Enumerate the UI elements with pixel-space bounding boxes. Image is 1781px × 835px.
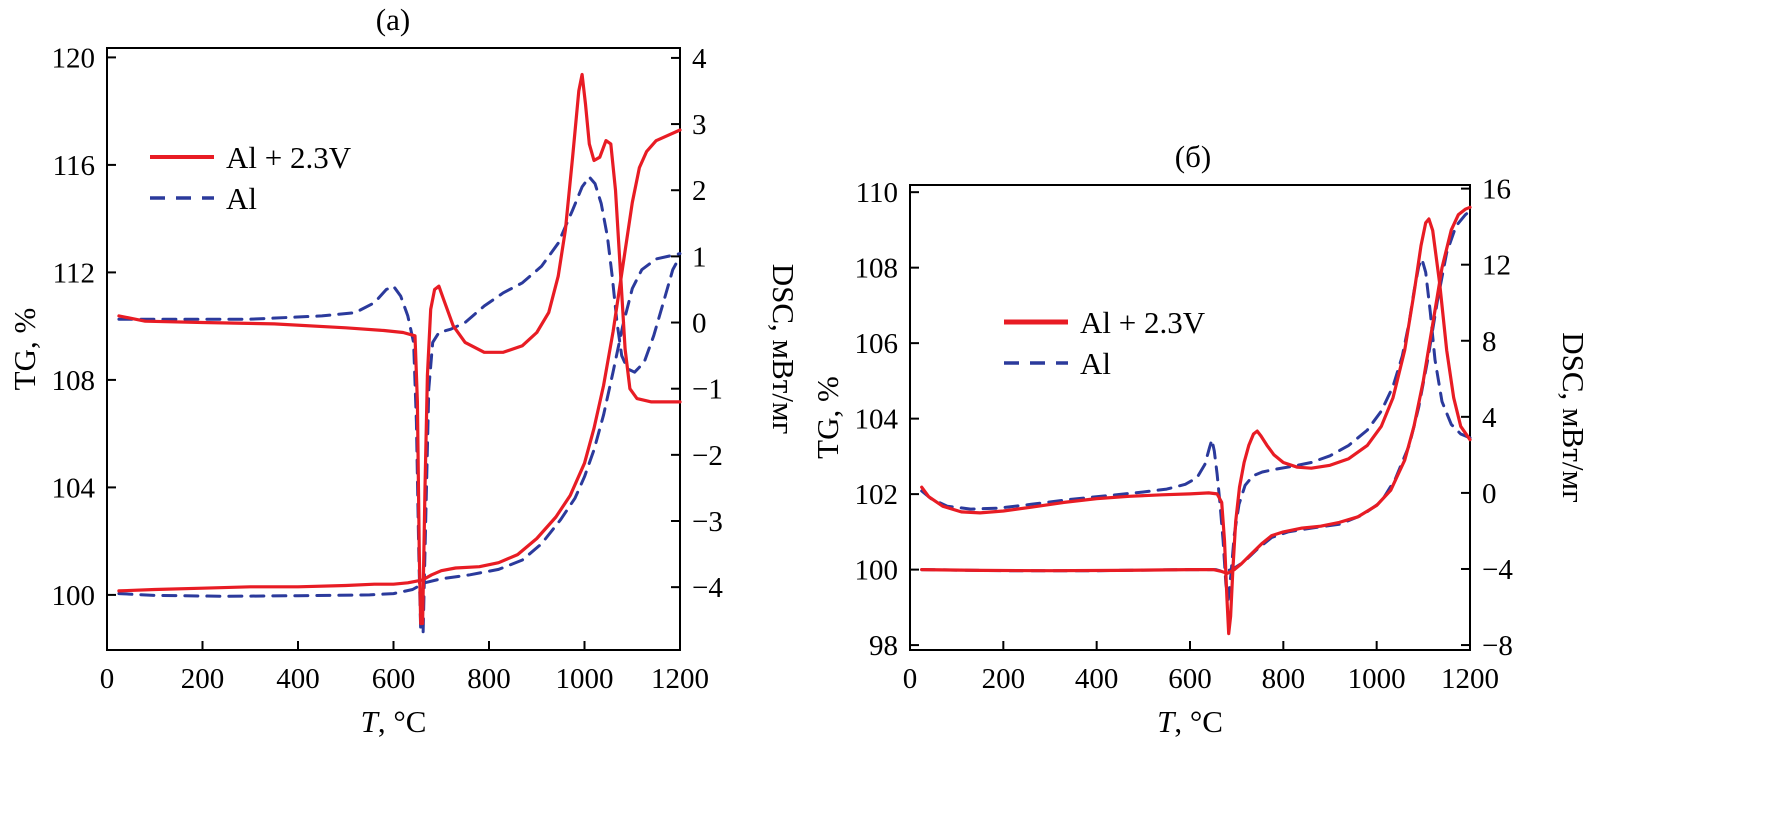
- legend-label-0: Al + 2.3V: [226, 140, 352, 175]
- x-tick-label: 800: [1262, 663, 1306, 695]
- legend-label-1: Al: [226, 181, 257, 216]
- y-right-tick-label: 4: [1482, 402, 1497, 434]
- series-al23v-dsc: [920, 217, 1472, 636]
- x-tick-label: 600: [372, 663, 416, 695]
- x-axis-label: T, °C: [1157, 704, 1223, 739]
- y-left-tick-label: 116: [53, 150, 95, 182]
- y-right-tick-label: 4: [692, 43, 707, 75]
- y-left-tick-label: 104: [855, 404, 899, 436]
- series-al-dsc: [117, 175, 682, 635]
- x-tick-label: 1200: [651, 663, 709, 695]
- y-right-tick-label: 0: [692, 308, 707, 340]
- series-al23v-dsc: [117, 72, 682, 626]
- x-tick-label: 0: [903, 663, 918, 695]
- y-left-axis-label: TG, %: [810, 376, 845, 459]
- y-right-tick-label: −3: [692, 506, 723, 538]
- y-left-tick-label: 104: [52, 472, 96, 504]
- panel-title: (б): [1175, 139, 1211, 174]
- y-left-tick-label: 100: [52, 580, 96, 612]
- y-left-tick-label: 108: [52, 365, 96, 397]
- x-tick-label: 400: [276, 663, 320, 695]
- y-right-tick-label: −8: [1482, 630, 1513, 662]
- x-tick-label: 1000: [1348, 663, 1406, 695]
- legend-label-0: Al + 2.3V: [1080, 305, 1206, 340]
- series-al23v-tg: [117, 128, 682, 593]
- y-right-tick-label: −2: [692, 440, 723, 472]
- y-right-tick-label: 1: [692, 241, 707, 273]
- y-left-tick-label: 98: [869, 630, 898, 662]
- y-right-tick-label: 2: [692, 175, 707, 207]
- legend-label-1: Al: [1080, 346, 1111, 381]
- y-left-tick-label: 108: [855, 253, 899, 285]
- y-left-tick-label: 106: [855, 328, 899, 360]
- y-right-axis-label: DSC, мВт/мг: [766, 264, 801, 435]
- plot-frame: [106, 47, 681, 651]
- y-right-tick-label: 3: [692, 109, 707, 141]
- y-left-axis-label: TG, %: [7, 308, 42, 391]
- series-al23v-tg: [920, 205, 1472, 575]
- y-left-tick-label: 112: [53, 257, 95, 289]
- y-right-tick-label: 12: [1482, 250, 1511, 282]
- y-left-tick-label: 110: [856, 177, 898, 209]
- y-right-tick-label: 8: [1482, 326, 1497, 358]
- x-tick-label: 200: [181, 663, 225, 695]
- series-al-tg: [117, 252, 682, 598]
- x-tick-label: 1200: [1441, 663, 1499, 695]
- y-right-tick-label: −1: [692, 374, 723, 406]
- x-tick-label: 600: [1168, 663, 1212, 695]
- panel-b: 0 200 400 600 800 1000 1200 98 100 102 104 106 108 11…: [810, 139, 1591, 739]
- x-tick-label: 1000: [556, 663, 614, 695]
- y-right-tick-label: 0: [1482, 478, 1497, 510]
- y-right-tick-label: −4: [692, 572, 723, 604]
- y-right-tick-label: 16: [1482, 174, 1511, 206]
- y-right-tick-label: −4: [1482, 554, 1513, 586]
- y-left-tick-label: 100: [855, 555, 899, 587]
- y-right-axis-label: DSC, мВт/мг: [1556, 332, 1591, 503]
- x-tick-label: 800: [467, 663, 511, 695]
- x-tick-label: 0: [100, 663, 115, 695]
- x-tick-label: 200: [982, 663, 1026, 695]
- y-left-tick-label: 102: [855, 479, 899, 511]
- panel-title: (a): [376, 2, 410, 37]
- x-axis-label: T, °C: [361, 704, 427, 739]
- x-tick-label: 400: [1075, 663, 1119, 695]
- series-al-tg: [920, 209, 1472, 573]
- y-left-tick-label: 120: [52, 42, 96, 74]
